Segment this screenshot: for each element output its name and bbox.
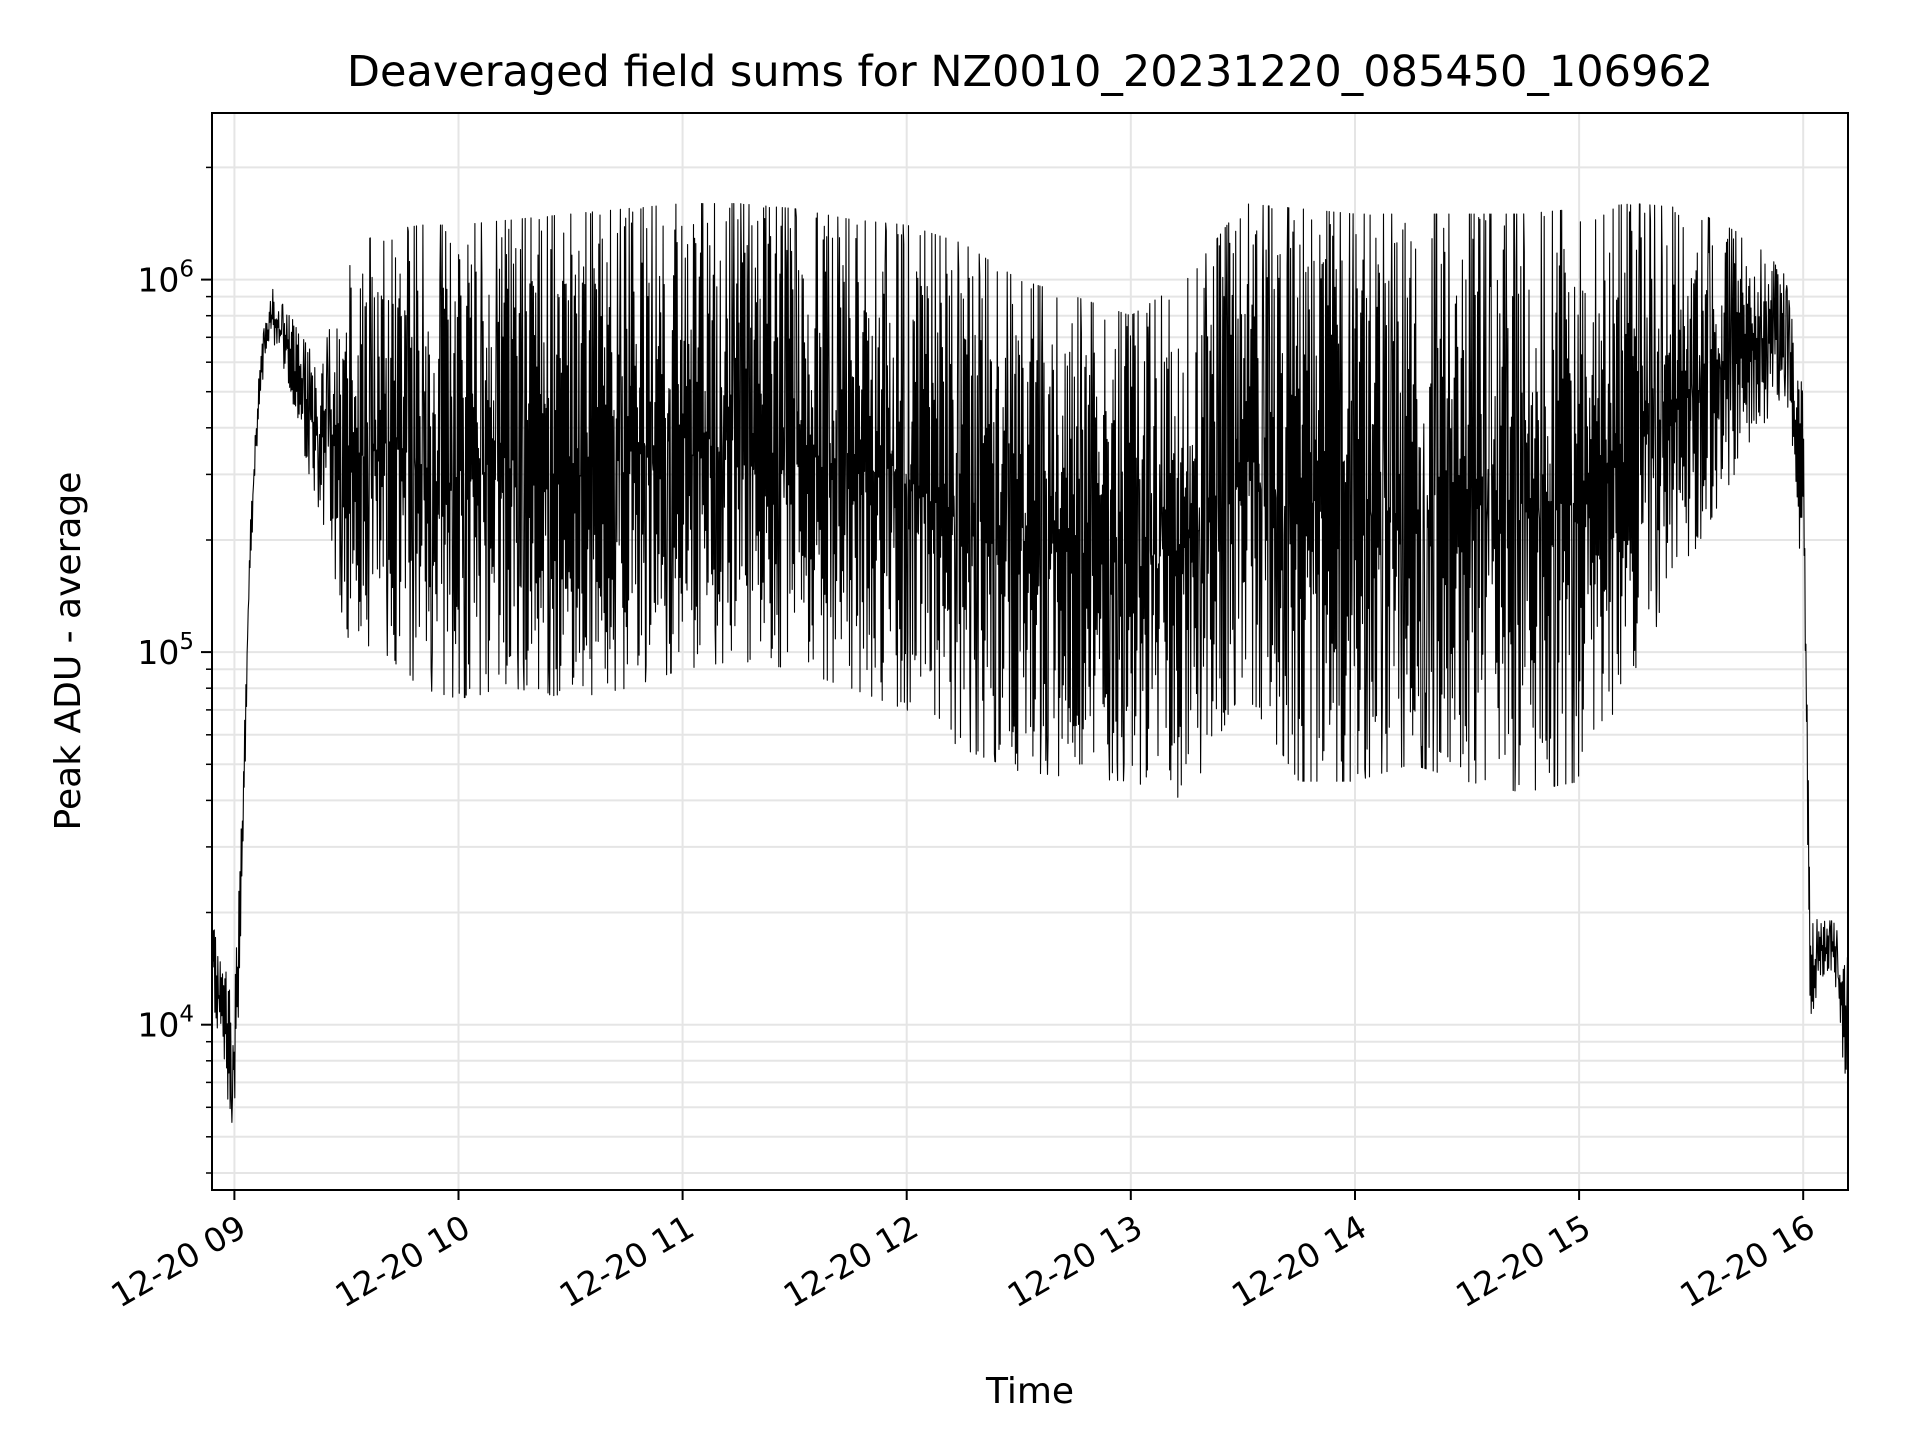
y-tick-label-1: 105 <box>137 629 194 672</box>
series-line <box>211 202 1849 1123</box>
x-axis-label: Time <box>985 1371 1074 1412</box>
chart-title: Deaveraged field sums for NZ0010_2023122… <box>347 47 1713 97</box>
y-axis-label: Peak ADU - average <box>48 472 89 831</box>
y-axis: 104 105 106 <box>137 166 212 1174</box>
y-tick-label-2: 106 <box>137 257 194 300</box>
series-path <box>211 202 1849 1123</box>
y-tick-label-0: 104 <box>137 1002 194 1045</box>
